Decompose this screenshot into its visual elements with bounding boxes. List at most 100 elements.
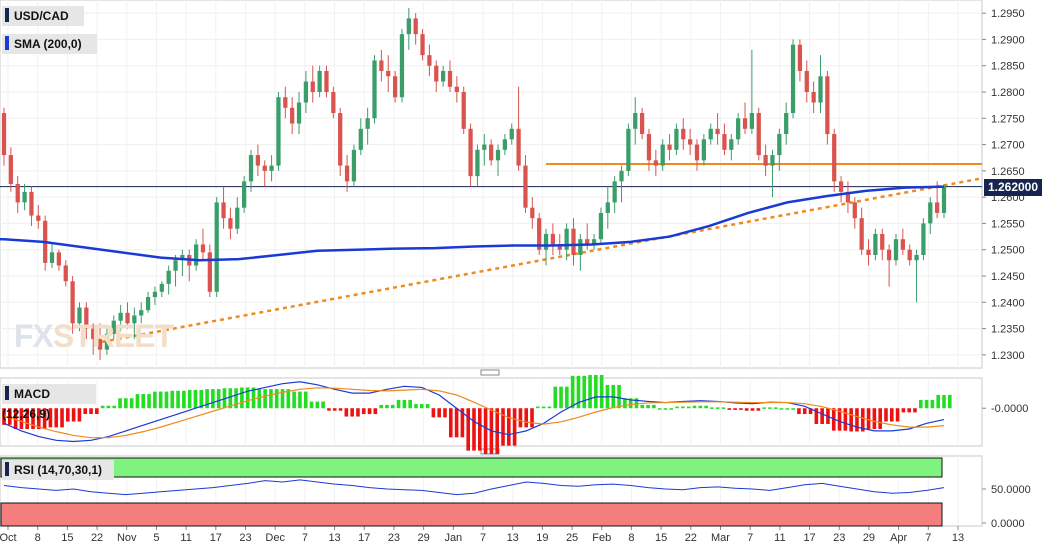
- candle-body: [276, 97, 281, 166]
- macd-histogram-bar: [948, 394, 952, 409]
- macd-histogram-bar: [814, 408, 819, 425]
- time-tick-label: 22: [91, 532, 103, 544]
- candle-body: [104, 333, 110, 350]
- macd-histogram-bar: [675, 406, 679, 409]
- candle-body: [578, 239, 583, 255]
- candle-body: [516, 128, 521, 166]
- candle-body: [811, 92, 816, 103]
- candle-body: [262, 165, 267, 171]
- candle-body: [935, 202, 940, 213]
- price-tick-label: 1.2450: [991, 271, 1025, 283]
- candle-body: [790, 44, 796, 114]
- macd-histogram-bar: [309, 401, 314, 409]
- candle-body: [1, 113, 7, 156]
- symbol-color-swatch: [5, 8, 9, 22]
- macd-histogram-bar: [884, 408, 888, 422]
- macd-histogram-bar: [855, 408, 859, 432]
- candle-body: [660, 144, 665, 166]
- candle-body: [49, 252, 55, 263]
- macd-histogram-bar: [773, 407, 778, 409]
- macd-histogram-bar: [443, 408, 447, 418]
- macd-histogram-bar: [25, 408, 30, 429]
- macd-histogram-bar: [837, 408, 842, 431]
- candle-body: [859, 218, 864, 250]
- candle-body: [708, 128, 713, 140]
- candle-body: [91, 328, 96, 340]
- candle-body: [639, 113, 645, 135]
- candle-body: [36, 215, 41, 221]
- candle-body: [413, 18, 418, 35]
- macd-histogram-bar: [889, 408, 894, 422]
- sma-color-swatch: [5, 36, 9, 50]
- macd-histogram-bar: [408, 399, 412, 409]
- candle-body: [84, 307, 89, 329]
- candle-body: [29, 191, 34, 216]
- macd-histogram-bar: [367, 408, 372, 415]
- macd-histogram-bar: [257, 389, 262, 409]
- macd-histogram-bar: [750, 408, 755, 411]
- candle-body: [495, 149, 501, 161]
- macd-histogram-bar: [106, 405, 111, 409]
- time-tick-label: Dec: [265, 532, 285, 544]
- macd-histogram-bar: [216, 389, 221, 409]
- macd-histogram-bar: [356, 408, 360, 417]
- candle-body: [358, 128, 363, 150]
- sma-label[interactable]: SMA (200,0): [2, 34, 97, 54]
- time-tick-label: Mar: [711, 532, 730, 544]
- candle-body: [557, 244, 562, 250]
- time-tick-label: Oct: [0, 532, 17, 544]
- candle-body: [159, 283, 164, 292]
- candle-body: [283, 97, 288, 108]
- rsi-tick-label: 0.0000: [991, 518, 1025, 530]
- macd-histogram-bar: [692, 405, 697, 409]
- candle-body: [941, 186, 947, 213]
- time-tick-label: 23: [388, 532, 400, 544]
- macd-histogram-bar: [808, 408, 813, 415]
- macd-histogram-bar: [588, 374, 592, 409]
- macd-histogram-bar: [930, 399, 935, 409]
- macd-histogram-bar: [37, 408, 41, 429]
- symbol-label[interactable]: USD/CAD: [2, 6, 84, 26]
- macd-histogram-bar: [292, 391, 296, 409]
- macd-histogram-bar: [704, 405, 708, 409]
- candle-body: [207, 252, 212, 292]
- macd-histogram-bar: [849, 408, 853, 432]
- macd-histogram-bar: [19, 408, 24, 429]
- candle-body: [845, 191, 851, 203]
- macd-histogram-bar: [779, 408, 784, 410]
- macd-histogram-bar: [565, 386, 569, 409]
- macd-signal-line: [3, 387, 945, 439]
- time-tick-label: 15: [655, 532, 667, 544]
- candle-body: [406, 18, 411, 35]
- macd-histogram-bar: [228, 388, 233, 409]
- macd-histogram-bar: [390, 404, 395, 409]
- macd-histogram-bar: [802, 408, 807, 415]
- macd-histogram-bar: [361, 408, 366, 415]
- macd-histogram-bar: [553, 386, 558, 409]
- candle-body: [248, 155, 254, 182]
- macd-histogram-bar: [48, 408, 53, 428]
- candle-body: [564, 228, 569, 250]
- candle-body: [228, 218, 233, 229]
- macd-histogram-bar: [153, 391, 157, 409]
- macd-histogram-bar: [402, 399, 407, 409]
- macd-label[interactable]: MACD (12,26,9): [2, 384, 96, 421]
- candle-body: [619, 170, 624, 182]
- candle-body: [77, 307, 82, 324]
- candle-body: [97, 339, 103, 350]
- pane-splitter-0[interactable]: [480, 369, 500, 376]
- macd-histogram-bar: [31, 408, 35, 429]
- candle-body: [543, 233, 549, 250]
- macd-histogram-bar: [141, 394, 146, 409]
- macd-histogram-bar: [66, 408, 70, 422]
- macd-histogram-bar: [866, 408, 871, 429]
- macd-histogram-bar: [135, 394, 140, 409]
- rsi-label[interactable]: RSI (14,70,30,1): [2, 460, 114, 480]
- candle-body: [351, 149, 357, 182]
- macd-histogram-bar: [164, 391, 169, 409]
- candle-body: [633, 113, 638, 129]
- macd-histogram-bar: [901, 408, 906, 413]
- rsi-label-text: RSI (14,70,30,1): [14, 463, 103, 477]
- candle-body: [440, 70, 446, 82]
- time-tick-label: Nov: [117, 532, 137, 544]
